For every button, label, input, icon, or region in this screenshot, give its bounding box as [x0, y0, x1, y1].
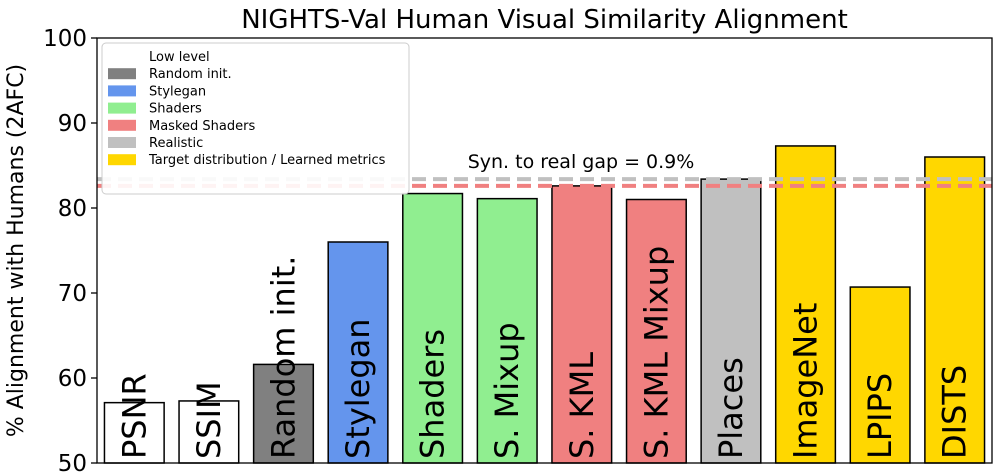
bar-label: Random init. — [264, 256, 302, 459]
bar-s-kml-mixup — [625, 198, 687, 464]
legend-label: Realistic — [149, 136, 203, 151]
bar-label: Shaders — [414, 329, 452, 459]
legend-swatch — [108, 68, 136, 80]
bar-label: LPIPS — [861, 373, 899, 459]
bar-label: Stylegan — [339, 318, 377, 459]
bar-psnr — [103, 401, 165, 464]
bars-layer — [103, 145, 986, 464]
legend-label: Masked Shaders — [149, 119, 255, 134]
y-axis-ticks: 50 60 70 80 90 100 — [43, 26, 97, 476]
legend-swatch — [108, 119, 136, 131]
legend-swatch — [108, 102, 136, 114]
plot-frame — [96, 37, 993, 464]
bar-label: S. Mixup — [488, 322, 526, 459]
legend-label: Low level — [149, 50, 210, 65]
legend-label: Random init. — [149, 67, 232, 82]
bar-s-mixup — [476, 197, 538, 464]
bar-label: S. KML — [563, 352, 601, 459]
chart-title: NIGHTS-Val Human Visual Similarity Align… — [241, 5, 848, 35]
legend-swatch — [108, 51, 136, 62]
legend-swatch — [108, 137, 136, 148]
bar-label: Places — [712, 357, 750, 459]
bar-ssim — [178, 400, 240, 464]
bar-label: ImageNet — [787, 303, 825, 459]
y-axis-label: % Alignment with Humans (2AFC) — [4, 64, 29, 437]
legend: Low level Random init. Stylegan Shaders Mask… — [101, 42, 410, 195]
bar-imagenet — [774, 145, 837, 464]
bar-stylegan — [327, 241, 389, 464]
legend-label: Stylegan — [149, 84, 206, 99]
legend-swatch — [108, 85, 136, 97]
bar-label: SSIM — [190, 381, 228, 459]
bar-dists — [924, 156, 986, 464]
gap-annotation: Syn. to real gap = 0.9% — [468, 151, 695, 173]
legend-label: Target distribution / Learned metrics — [148, 153, 386, 168]
y-tick-label: 60 — [58, 366, 87, 392]
legend-box — [101, 42, 410, 195]
y-tick-label: 70 — [58, 281, 87, 307]
bar-label: PSNR — [115, 373, 153, 459]
legend-swatch — [108, 154, 136, 166]
y-tick-label: 80 — [58, 196, 87, 222]
bar-label: DISTS — [936, 365, 974, 459]
y-tick-label: 100 — [43, 26, 87, 52]
y-tick-label: 90 — [58, 111, 87, 137]
bar-label: S. KML Mixup — [637, 246, 675, 459]
legend-label: Shaders — [149, 102, 202, 117]
bar-random-init — [252, 363, 315, 464]
bar-lpips — [849, 286, 911, 464]
y-tick-label: 50 — [58, 451, 87, 476]
bar-labels-layer: PSNR SSIM Random init. Stylegan Shaders S. Mi… — [115, 246, 973, 459]
